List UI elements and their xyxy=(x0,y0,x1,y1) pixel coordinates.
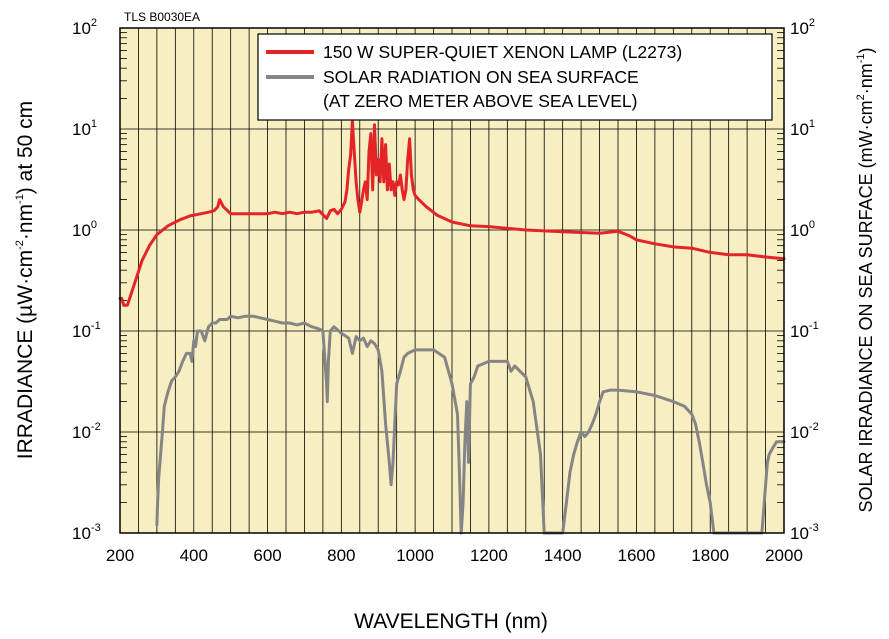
series-line-solar xyxy=(155,314,786,535)
y-left-part-1: ·nm xyxy=(14,204,37,240)
legend-box xyxy=(257,33,773,121)
legend-label-xenon: 150 W SUPER-QUIET XENON LAMP (L2273) xyxy=(323,42,682,62)
y-left-part-2: ) at 50 cm xyxy=(14,101,37,194)
y-left-sup-0: -2 xyxy=(14,240,26,250)
y-left-part-0: IRRADIANCE (µW·cm xyxy=(14,250,37,459)
x-tick-label: 800 xyxy=(327,546,355,565)
y-right-sup-1: -1 xyxy=(855,54,867,64)
y-right-part-0: SOLAR IRRADIANCE ON SEA SURFACE (mW·cm xyxy=(856,100,876,512)
y-right-part-2: ) xyxy=(856,48,876,54)
y-tick-label-left: 100 xyxy=(72,219,97,240)
y-tick-labels: 102 102 101 101 100 100 10-1 10-1 10-2 10-2 10-3 10… xyxy=(72,17,819,543)
y-tick-label-right: 10-2 xyxy=(790,421,819,442)
legend: 150 W SUPER-QUIET XENON LAMP (L2273) SOL… xyxy=(257,33,773,121)
legend-label-solar: SOLAR RADIATION ON SEA SURFACE xyxy=(323,67,639,87)
y-tick-label-right: 10-1 xyxy=(790,320,819,341)
y-tick-label-left: 102 xyxy=(72,17,97,38)
y-tick-label-left: 10-2 xyxy=(72,421,101,442)
series-line-xenon xyxy=(118,119,786,307)
x-tick-label: 1400 xyxy=(544,546,582,565)
chart-code: TLS B0030EA xyxy=(124,10,200,24)
x-tick-label: 2000 xyxy=(765,546,803,565)
y-tick-label-left: 101 xyxy=(72,118,97,139)
x-tick-label: 200 xyxy=(106,546,134,565)
legend-label-solar-note: (AT ZERO METER ABOVE SEA LEVEL) xyxy=(323,91,637,111)
x-tick-labels: 200 400 600 800 1000 1200 1400 1600 1800 2000 xyxy=(106,546,803,565)
x-tick-label: 1200 xyxy=(470,546,508,565)
x-tick-label: 400 xyxy=(180,546,208,565)
y-tick-label-right: 100 xyxy=(790,219,815,240)
y-axis-label-left: IRRADIANCE (µW·cm-2·nm-1) at 50 cm xyxy=(14,101,37,459)
y-left-sup-1: -1 xyxy=(14,194,26,204)
y-tick-label-right: 10-3 xyxy=(790,522,819,543)
x-axis-label: WAVELENGTH (nm) xyxy=(354,610,548,633)
y-tick-label-right: 101 xyxy=(790,118,815,139)
x-tick-label: 600 xyxy=(253,546,281,565)
plot-frame xyxy=(119,27,785,534)
y-axis-label-right: SOLAR IRRADIANCE ON SEA SURFACE (mW·cm2·… xyxy=(855,48,876,513)
y-right-part-1: ·nm xyxy=(856,63,876,94)
y-right-sup-0: 2 xyxy=(855,94,867,100)
y-tick-label-left: 10-1 xyxy=(72,320,101,341)
y-tick-label-right: 102 xyxy=(790,17,815,38)
x-tick-label: 1600 xyxy=(618,546,656,565)
x-tick-label: 1800 xyxy=(691,546,729,565)
x-tick-label: 1000 xyxy=(396,546,434,565)
series-layer xyxy=(118,119,786,535)
y-tick-label-left: 10-3 xyxy=(72,522,101,543)
